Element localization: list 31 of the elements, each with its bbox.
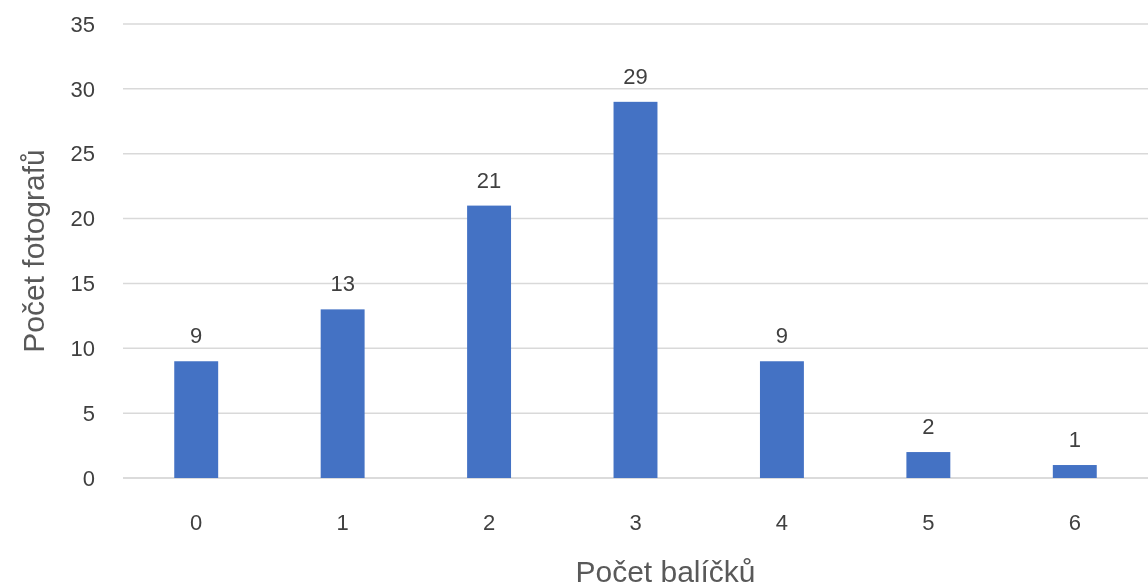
x-tick-label: 4 (775, 510, 789, 535)
data-label: 1 (1068, 427, 1081, 453)
bar (906, 452, 951, 478)
data-label: 13 (330, 271, 355, 297)
bar (174, 361, 219, 478)
y-tick-label: 5 (82, 400, 95, 426)
x-tick-label: 2 (482, 510, 496, 535)
data-label: 9 (190, 323, 203, 349)
x-axis-title: Počet balíčků (575, 555, 756, 586)
x-tick-label: 5 (922, 510, 935, 535)
x-tick-label: 1 (336, 510, 349, 535)
data-label: 21 (476, 167, 502, 193)
data-label: 9 (775, 323, 789, 349)
data-label: 2 (922, 414, 935, 440)
y-tick-label: 10 (70, 335, 95, 361)
y-tick-label: 0 (82, 465, 95, 491)
data-label: 29 (623, 63, 648, 89)
bar (759, 361, 804, 478)
y-tick-label: 15 (70, 271, 95, 297)
y-tick-label: 30 (70, 76, 95, 102)
y-axis-title: Počet fotografů (17, 149, 50, 353)
y-tick-label: 20 (70, 206, 95, 232)
bar (613, 101, 658, 478)
x-tick-label: 0 (190, 510, 203, 535)
x-tick-label: 3 (629, 510, 642, 535)
y-tick-label: 25 (70, 141, 95, 167)
bar (1052, 465, 1097, 478)
x-tick-label: 6 (1068, 510, 1081, 535)
bar (320, 309, 365, 478)
y-tick-label: 35 (70, 11, 95, 37)
bar (467, 205, 512, 478)
